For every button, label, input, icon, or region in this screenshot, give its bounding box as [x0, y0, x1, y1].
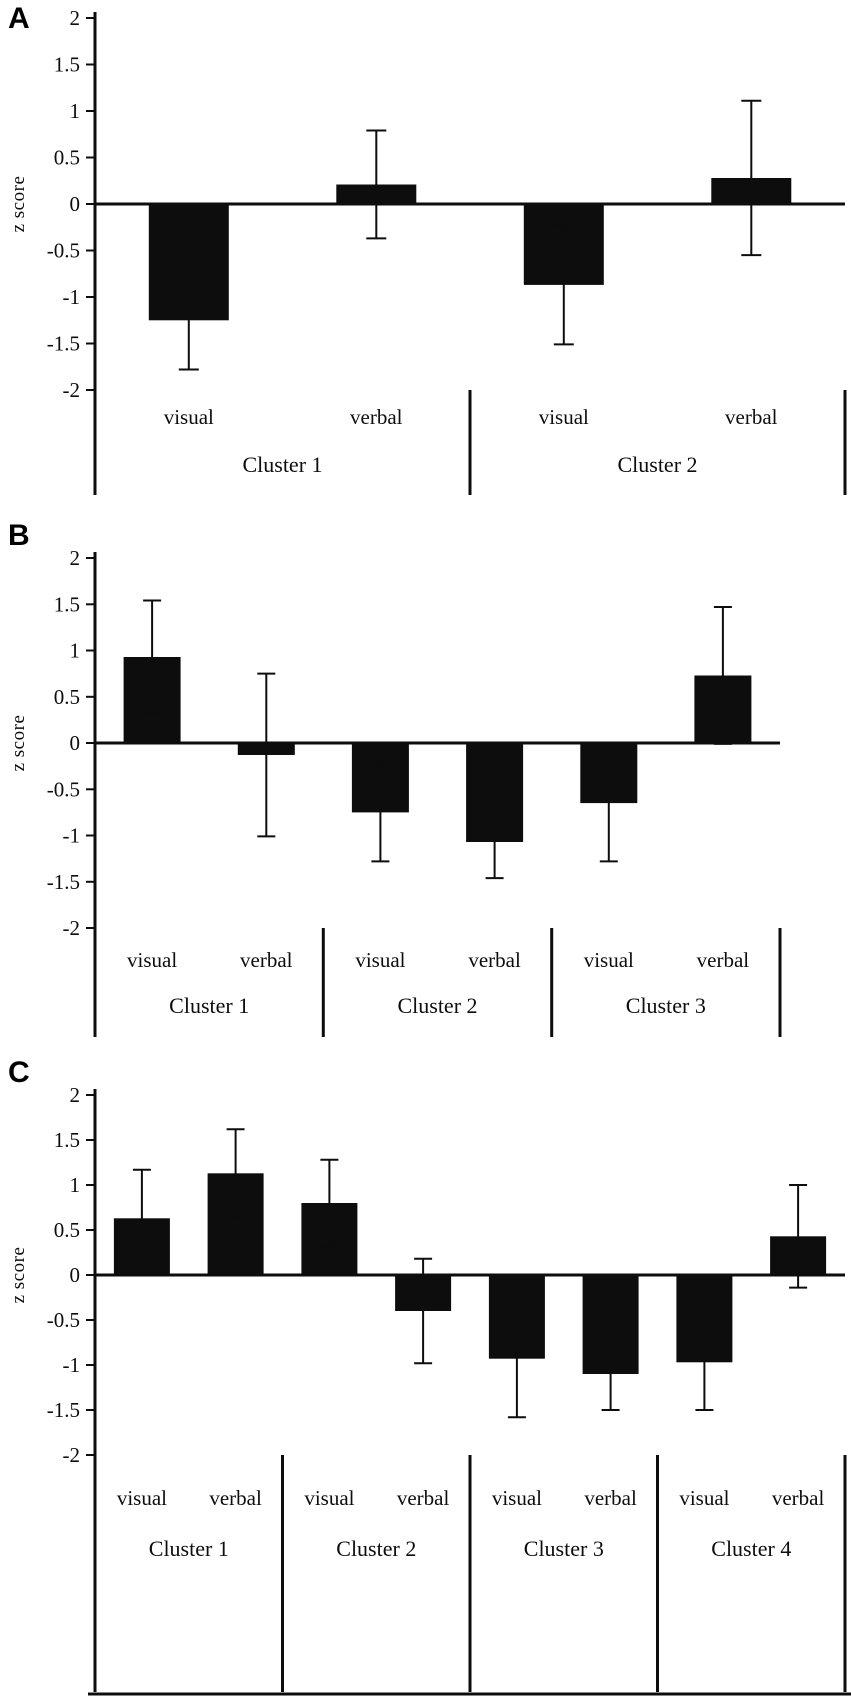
category-label: visual: [127, 948, 177, 972]
panel-a-letter: A: [8, 2, 30, 35]
y-tick-label: -1: [63, 285, 81, 309]
y-tick-label: -1.5: [47, 332, 80, 356]
category-label: verbal: [468, 948, 521, 972]
y-axis-title: z score: [8, 176, 29, 233]
category-label: verbal: [772, 1486, 825, 1510]
category-label: verbal: [397, 1486, 450, 1510]
y-tick-label: -1.5: [47, 870, 80, 894]
panel-a-chart: 2 1.5 1 0.5 0 -0.5 -1 -1.5 -2 z score visual verbal…: [8, 6, 847, 495]
cluster-label: Cluster 2: [336, 1536, 416, 1561]
panel-b-letter: B: [8, 519, 30, 552]
panel-c-chart: 2 1.5 1 0.5 0 -0.5 -1 -1.5 -2 z score visual verbal…: [8, 1083, 851, 1696]
y-tick-label: 1: [70, 1173, 81, 1197]
category-label: verbal: [350, 405, 403, 429]
y-tick-label: 1.5: [54, 53, 80, 77]
panel-c: C 2 1.5 1 0.5 0 -0.5 -1 -1.5 -2 z score visual verb…: [0, 1040, 851, 1705]
y-tick-label: 0: [70, 731, 81, 755]
y-tick-label: -2: [63, 1443, 81, 1467]
cluster-label: Cluster 3: [626, 993, 706, 1018]
panel-c-letter: C: [8, 1056, 30, 1089]
y-tick-label: 0: [70, 192, 81, 216]
panel-b-chart: 2 1.5 1 0.5 0 -0.5 -1 -1.5 -2 z score visual verbal…: [8, 546, 782, 1037]
y-tick-label: -0.5: [47, 239, 80, 263]
panel-a: A 2 1.5 1 0.5 0 -0.5 -1 -1.5 -2 z score visual verb…: [0, 0, 851, 505]
cluster-label: Cluster 2: [617, 452, 697, 477]
y-tick-label: -2: [63, 916, 81, 940]
category-label: verbal: [209, 1486, 262, 1510]
y-tick-label: 2: [70, 546, 81, 570]
category-label: visual: [584, 948, 634, 972]
panel-b: B 2 1.5 1 0.5 0 -0.5 -1 -1.5 -2 z score visual verb…: [0, 505, 851, 1040]
y-tick-label: -1.5: [47, 1398, 80, 1422]
y-axis-title: z score: [8, 1247, 29, 1304]
category-label: verbal: [584, 1486, 637, 1510]
y-tick-label: 0.5: [54, 685, 80, 709]
y-tick-label: 0: [70, 1263, 81, 1287]
y-tick-label: -1: [63, 1353, 81, 1377]
cluster-label: Cluster 2: [397, 993, 477, 1018]
category-label: verbal: [697, 948, 750, 972]
y-tick-label: 0.5: [54, 146, 80, 170]
category-label: verbal: [725, 405, 778, 429]
y-tick-label: -0.5: [47, 777, 80, 801]
y-tick-label: -1: [63, 824, 81, 848]
y-tick-label: 2: [70, 1083, 81, 1107]
cluster-label: Cluster 4: [711, 1536, 791, 1561]
category-label: visual: [539, 405, 589, 429]
category-label: visual: [304, 1486, 354, 1510]
y-tick-label: 1: [70, 99, 81, 123]
cluster-label: Cluster 1: [169, 993, 249, 1018]
cluster-label: Cluster 3: [524, 1536, 604, 1561]
y-tick-label: 1.5: [54, 1128, 80, 1152]
category-label: visual: [164, 405, 214, 429]
category-label: verbal: [240, 948, 293, 972]
cluster-label: Cluster 1: [149, 1536, 229, 1561]
category-label: visual: [117, 1486, 167, 1510]
y-tick-label: 0.5: [54, 1218, 80, 1242]
y-tick-label: 1: [70, 639, 81, 663]
y-tick-label: 2: [70, 6, 81, 30]
cluster-label: Cluster 1: [242, 452, 322, 477]
y-tick-label: -0.5: [47, 1308, 80, 1332]
y-tick-label: 1.5: [54, 592, 80, 616]
y-tick-label: -2: [63, 378, 81, 402]
category-label: visual: [355, 948, 405, 972]
category-label: visual: [679, 1486, 729, 1510]
category-label: visual: [492, 1486, 542, 1510]
y-axis-title: z score: [8, 715, 29, 772]
